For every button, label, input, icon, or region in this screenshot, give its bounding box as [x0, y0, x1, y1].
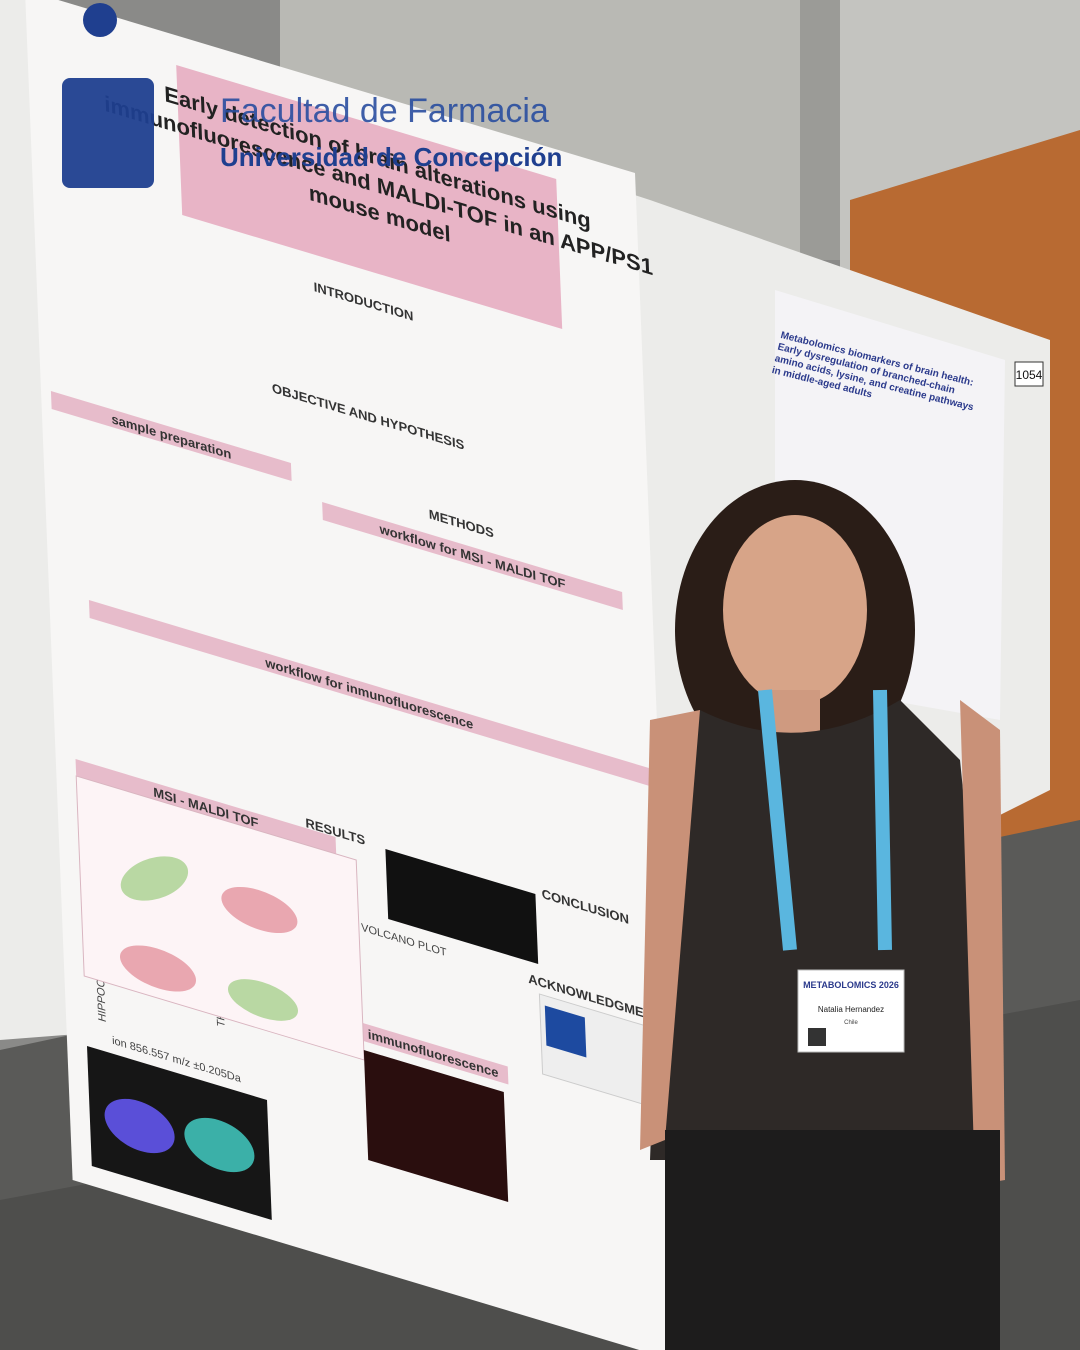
if-image [363, 1050, 509, 1203]
crest [62, 78, 154, 188]
university-name: Universidad de Concepción [220, 142, 562, 172]
person: METABOLOMICS 2026 Natalia Hernandez Chil… [640, 480, 1005, 1350]
poster-sheet [25, 0, 683, 1350]
lanyard [758, 689, 892, 951]
brain-section [184, 1117, 255, 1173]
pca-figure [75, 775, 365, 1061]
trousers [665, 1130, 1000, 1350]
pca-ellipse [227, 979, 299, 1021]
title-band [176, 65, 563, 330]
badge-qr [808, 1028, 826, 1046]
pca-ellipse [221, 886, 298, 934]
face [723, 515, 867, 705]
pca-ellipse [120, 856, 189, 901]
pca-ellipse [119, 945, 197, 992]
arm [960, 700, 1005, 1185]
overlay-logo: Facultad de Farmacia Universidad de Conc… [62, 3, 562, 188]
poster: Early detection of brain alterations usi… [25, 0, 683, 1350]
section-band [322, 502, 623, 611]
brain-section [104, 1098, 175, 1154]
section-band [357, 1021, 509, 1085]
badge-event: METABOLOMICS 2026 [803, 980, 899, 990]
msi-image [385, 849, 539, 965]
section-band [88, 600, 650, 787]
arm [640, 710, 700, 1150]
section-band [50, 391, 292, 482]
badge-country: Chile [844, 1020, 858, 1026]
ion-image [87, 1046, 272, 1221]
top [650, 700, 1000, 1160]
badge-name: Natalia Hernandez [818, 1005, 884, 1014]
crest-top [83, 3, 117, 37]
faculty-name: Facultad de Farmacia [220, 92, 549, 130]
board-number-box [1014, 361, 1044, 387]
section-band [75, 759, 337, 856]
board-number: 1054 [1016, 368, 1043, 382]
ack-logo [544, 1005, 587, 1058]
